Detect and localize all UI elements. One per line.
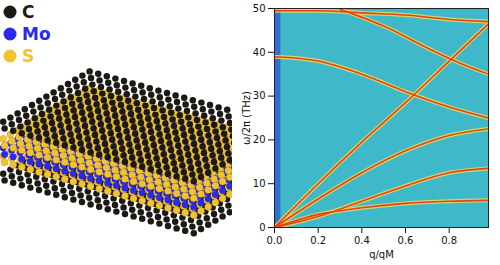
svg-text:40: 40 xyxy=(253,47,266,58)
svg-text:0.0: 0.0 xyxy=(267,235,283,246)
svg-text:20: 20 xyxy=(253,134,266,145)
svg-text:50: 50 xyxy=(253,3,266,14)
svg-text:0.8: 0.8 xyxy=(441,235,457,246)
svg-text:ω/2π (THz): ω/2π (THz) xyxy=(241,91,252,145)
svg-text:q/qM: q/qM xyxy=(369,249,394,260)
svg-text:0.4: 0.4 xyxy=(354,235,370,246)
svg-text:0.2: 0.2 xyxy=(310,235,326,246)
svg-text:0: 0 xyxy=(259,222,265,233)
svg-text:0.6: 0.6 xyxy=(398,235,414,246)
svg-text:10: 10 xyxy=(253,178,266,189)
svg-text:C: C xyxy=(22,2,34,22)
svg-text:30: 30 xyxy=(253,90,266,101)
svg-text:S: S xyxy=(22,46,34,66)
svg-text:Mo: Mo xyxy=(22,24,51,44)
